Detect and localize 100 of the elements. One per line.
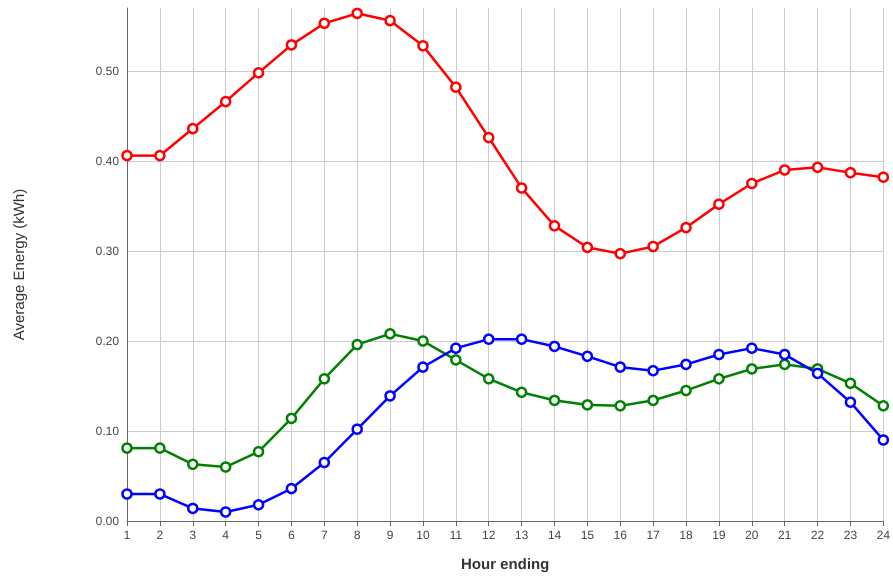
- x-tick-label: 15: [580, 528, 594, 542]
- point: [351, 8, 363, 20]
- point: [878, 434, 890, 446]
- point: [252, 67, 264, 79]
- point: [318, 456, 330, 468]
- x-tick-label: 12: [482, 528, 496, 542]
- point: [812, 162, 824, 174]
- point: [548, 340, 560, 352]
- x-tick-label: 19: [712, 528, 726, 542]
- point: [384, 390, 396, 402]
- point: [713, 373, 725, 385]
- point: [154, 488, 166, 500]
- y-tick-label: 0.40: [96, 154, 120, 168]
- point: [778, 358, 790, 370]
- point: [582, 242, 594, 254]
- point: [680, 384, 692, 396]
- point: [548, 220, 560, 232]
- point: [647, 394, 659, 406]
- point: [516, 386, 528, 398]
- point: [121, 488, 133, 500]
- x-tick-label: 14: [548, 528, 562, 542]
- point: [647, 240, 659, 252]
- point: [614, 361, 626, 373]
- point: [844, 166, 856, 178]
- x-tick-label: 9: [386, 528, 394, 542]
- point: [713, 198, 725, 210]
- x-tick-label: 4: [222, 528, 230, 542]
- point: [384, 328, 396, 340]
- point: [482, 132, 494, 144]
- point: [878, 400, 890, 412]
- point: [187, 502, 199, 514]
- x-tick-label: 6: [288, 528, 296, 542]
- point: [746, 363, 758, 375]
- point: [351, 338, 363, 350]
- point: [220, 96, 232, 108]
- x-tick-label: 17: [646, 528, 660, 542]
- point: [812, 368, 824, 380]
- point: [121, 442, 133, 454]
- x-tick-label: 7: [320, 528, 328, 542]
- x-tick-label: 1: [124, 528, 131, 542]
- point: [844, 396, 856, 408]
- x-axis-title: Hour ending: [461, 556, 550, 573]
- point: [187, 458, 199, 470]
- x-tick-label: 10: [416, 528, 430, 542]
- y-tick-label: 0.50: [96, 64, 120, 78]
- point: [482, 333, 494, 345]
- point: [582, 350, 594, 362]
- point: [286, 482, 298, 494]
- point: [647, 364, 659, 376]
- point: [548, 394, 560, 406]
- point: [614, 400, 626, 412]
- point: [417, 335, 429, 347]
- point: [582, 399, 594, 411]
- point: [844, 378, 856, 390]
- point: [680, 222, 692, 234]
- point: [220, 461, 232, 473]
- point: [614, 248, 626, 260]
- y-axis-title: Average Energy (kWh): [11, 188, 28, 340]
- point: [384, 14, 396, 26]
- point: [286, 39, 298, 51]
- x-tick-label: 22: [810, 528, 825, 542]
- point: [187, 122, 199, 134]
- point: [252, 446, 264, 458]
- x-tick-label: 20: [745, 528, 759, 542]
- x-tick-label: 11: [450, 528, 462, 542]
- x-tick-label: 23: [844, 528, 858, 542]
- point: [318, 373, 330, 385]
- y-tick-label: 0.00: [96, 514, 120, 528]
- point: [286, 412, 298, 424]
- point: [220, 506, 232, 518]
- point: [450, 342, 462, 354]
- y-tick-label: 0.30: [96, 244, 120, 258]
- point: [450, 354, 462, 366]
- x-tick-label: 5: [255, 528, 262, 542]
- x-tick-label: 2: [156, 528, 164, 542]
- point: [746, 178, 758, 190]
- x-tick-label: 24: [876, 528, 890, 542]
- point: [778, 348, 790, 360]
- point: [318, 18, 330, 30]
- point: [516, 182, 528, 194]
- point: [121, 150, 133, 162]
- point: [878, 171, 890, 183]
- point: [417, 361, 429, 373]
- x-tick-label: 21: [778, 528, 792, 542]
- point: [778, 164, 790, 176]
- x-tick-label: 13: [514, 528, 529, 542]
- point: [516, 333, 528, 345]
- point: [746, 342, 758, 354]
- point: [154, 442, 166, 454]
- x-tick-label: 8: [354, 528, 361, 542]
- y-tick-label: 0.10: [96, 424, 120, 438]
- point: [680, 358, 692, 370]
- y-tick-label: 0.20: [96, 334, 120, 348]
- x-tick-label: 18: [679, 528, 694, 542]
- point: [713, 348, 725, 360]
- point: [417, 40, 429, 52]
- point: [482, 373, 494, 385]
- point: [351, 423, 363, 435]
- point: [154, 150, 166, 162]
- x-tick-label: 16: [614, 528, 628, 542]
